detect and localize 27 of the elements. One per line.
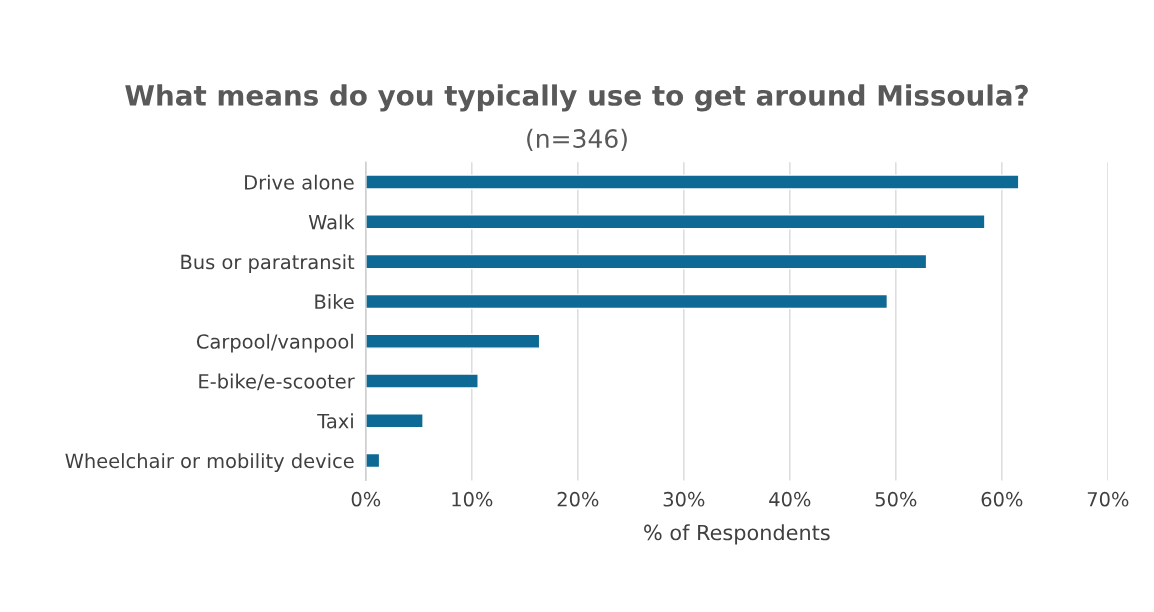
y-tick-label: Taxi: [317, 413, 353, 429]
y-tick-label: Carpool/vanpool: [196, 333, 353, 353]
x-tick-label: 70%: [1087, 491, 1129, 507]
x-tick-label: 40%: [769, 491, 811, 507]
y-tick-label: Bike: [315, 294, 354, 310]
chart-title: What means do you typically use to get around Missoula?: [125, 84, 1028, 112]
x-tick-label: 0%: [351, 491, 381, 507]
bar: [365, 174, 1020, 190]
bar: [365, 214, 986, 230]
bar: [365, 333, 541, 349]
bar: [365, 373, 479, 389]
y-tick-label: Bus or paratransit: [181, 254, 355, 274]
x-tick-label: 60%: [981, 491, 1023, 507]
x-tick-label: 10%: [452, 491, 493, 507]
y-tick-label: Walk: [308, 214, 355, 230]
bar: [365, 253, 928, 270]
x-axis-title: % of Respondents: [644, 524, 830, 545]
y-tick-label: Wheelchair or mobility device: [65, 453, 354, 472]
x-tick-label: 30%: [663, 491, 705, 507]
x-tick-label: 20%: [557, 491, 599, 507]
x-tick-label: 50%: [875, 491, 917, 507]
bar: [365, 452, 381, 469]
chart-subtitle: (n=346): [527, 128, 627, 151]
y-tick-label: Drive alone: [245, 174, 354, 190]
bar: [365, 293, 889, 310]
bar: [365, 413, 424, 429]
y-tick-label: E-bike/e-scooter: [199, 373, 355, 391]
